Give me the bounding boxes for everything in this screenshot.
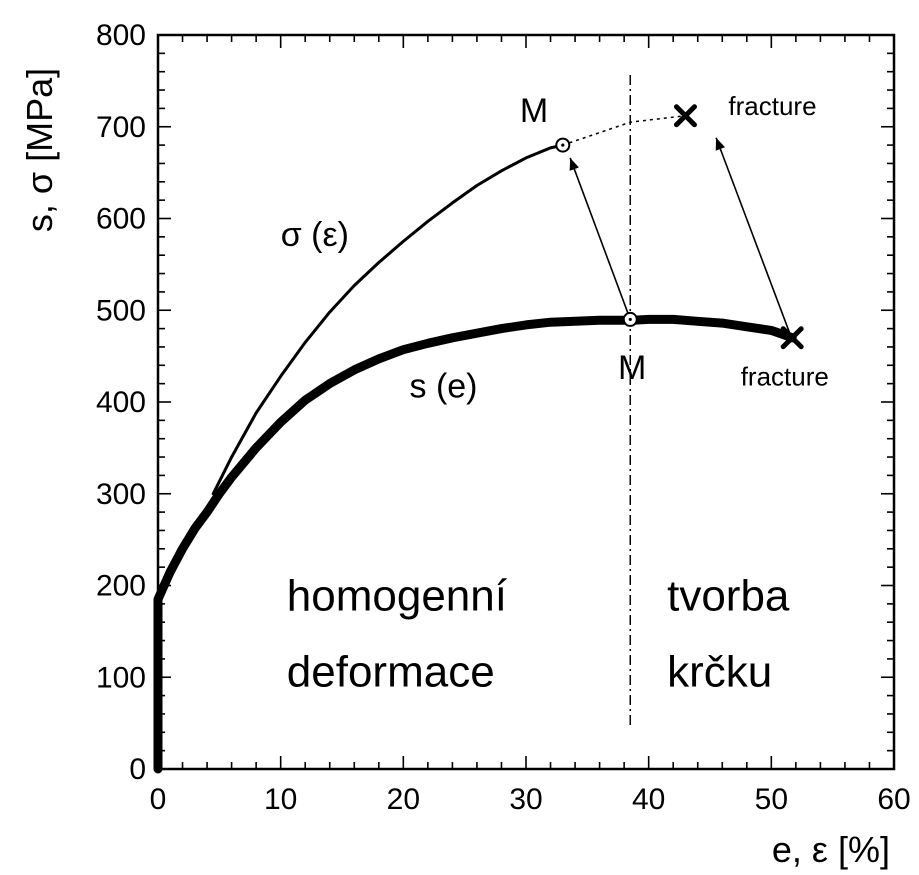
m-lower-label: M: [618, 349, 646, 387]
region-right-label-line2: krčku: [667, 647, 772, 696]
region-left-label-line1: homogenní: [287, 571, 508, 620]
elastic-dot: [154, 607, 162, 614]
y-tick-label: 200: [96, 570, 146, 603]
transform-arrow-2: [715, 137, 791, 334]
elastic-dot: [154, 619, 162, 627]
elastic-dot: [154, 632, 162, 640]
y-tick-labels: 0 100 200 300 400 500 600 700 800: [96, 19, 146, 786]
x-tick-label: 10: [264, 783, 297, 816]
ticks: [157, 34, 895, 770]
y-tick-label: 600: [96, 203, 146, 236]
plot-frame: [156, 33, 896, 771]
elastic-dot: [154, 658, 162, 665]
fracture-marker: [780, 326, 804, 350]
y-axis-title: s, σ [MPa]: [19, 68, 60, 232]
max-point-center: [561, 143, 565, 147]
fracture-marker: [673, 104, 697, 128]
series-line-s: [153, 314, 797, 774]
y-tick-label: 400: [96, 386, 146, 419]
elastic-dot: [154, 722, 162, 730]
y-tick-label: 500: [96, 294, 146, 327]
series-line-sigma: [211, 143, 565, 496]
transform-arrow-1: [569, 157, 632, 320]
m-upper-label: M: [520, 92, 548, 130]
elastic-dot: [154, 709, 162, 717]
arrow-layer: [569, 137, 791, 334]
x-tick-label: 50: [755, 783, 788, 816]
y-tick-label: 300: [96, 478, 146, 511]
fracture-lower-label: fracture: [741, 362, 829, 392]
max-point-center: [628, 317, 632, 322]
series-layer: [153, 143, 797, 774]
y-tick-label: 100: [96, 661, 146, 694]
extension-layer: [562, 114, 686, 146]
fracture-upper-label: fracture: [728, 91, 816, 121]
x-tick-label: 30: [509, 783, 542, 816]
marker-layer: [555, 104, 804, 350]
elastic-dot: [154, 735, 162, 742]
x-tick-label: 20: [387, 783, 420, 816]
x-tick-labels: 0 10 20 30 40 50 60: [150, 783, 911, 816]
region-left-label-line2: deformace: [287, 647, 495, 696]
elastic-dot: [154, 696, 162, 704]
elastic-dot: [154, 645, 162, 653]
elastic-dot: [154, 671, 162, 678]
elastic-dot: [154, 748, 162, 755]
sigma-curve-label: σ (ε): [281, 216, 349, 254]
elastic-dot: [154, 684, 162, 691]
elastic-dot: [154, 761, 162, 768]
region-right-label-line1: tvorba: [667, 571, 790, 620]
x-tick-label: 0: [150, 783, 167, 816]
sigma-extension: [562, 114, 686, 146]
x-tick-label: 40: [632, 783, 665, 816]
y-tick-label: 700: [96, 111, 146, 144]
s-curve-label: s (e): [410, 367, 478, 405]
x-axis-title: e, ε [%]: [772, 829, 890, 870]
x-tick-label: 60: [877, 783, 910, 816]
y-tick-label: 800: [96, 19, 146, 52]
y-tick-label: 0: [129, 753, 146, 786]
